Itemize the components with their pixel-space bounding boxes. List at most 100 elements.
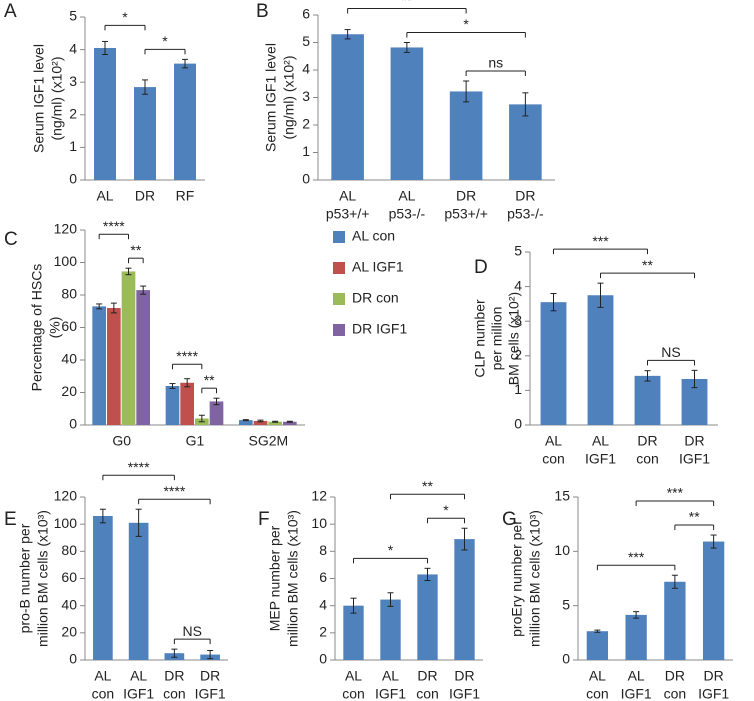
- bar: [634, 375, 661, 425]
- panel-letter: B: [256, 1, 269, 22]
- y-tick-label: 3: [514, 312, 522, 328]
- significance-label: ns: [488, 55, 503, 71]
- y-axis-label: CLP number: [472, 299, 488, 378]
- x-tick-label: AL: [398, 188, 415, 204]
- legend-label: AL con: [352, 228, 395, 244]
- significance-label: **: [642, 257, 653, 273]
- panel-letter: G: [502, 509, 517, 530]
- bar: [268, 421, 282, 425]
- x-tick-label: DR: [637, 433, 657, 449]
- bar: [107, 308, 121, 425]
- x-tick-label: DR: [454, 668, 474, 684]
- y-tick-label: 2: [69, 106, 77, 122]
- x-tick-label: con: [416, 686, 439, 701]
- y-tick-label: 10: [311, 515, 327, 531]
- x-tick-label: AL: [345, 668, 362, 684]
- significance-label: ****: [128, 459, 150, 475]
- x-tick-label: AL: [545, 433, 562, 449]
- x-tick-label: con: [342, 686, 365, 701]
- y-tick-label: 100: [54, 253, 78, 269]
- x-tick-label: IGF1: [679, 451, 710, 467]
- bar: [239, 420, 253, 425]
- y-tick-label: 4: [69, 40, 77, 56]
- y-tick-label: 20: [61, 624, 77, 640]
- legend-label: DR con: [352, 290, 399, 306]
- significance-label: *: [122, 9, 128, 25]
- y-tick-label: 12: [311, 488, 327, 504]
- x-tick-label: DR: [164, 668, 184, 684]
- bar: [586, 631, 609, 660]
- x-tick-label: p53+/+: [326, 206, 370, 222]
- y-tick-label: 0: [514, 416, 522, 432]
- bar: [209, 401, 224, 425]
- y-tick-label: 0: [562, 651, 570, 667]
- y-tick-label: 3: [302, 88, 310, 104]
- x-tick-label: con: [542, 451, 565, 467]
- y-tick-label: 40: [61, 351, 77, 367]
- bar: [390, 47, 424, 181]
- y-axis-label: (%): [47, 317, 63, 339]
- panel-letter: F: [258, 509, 270, 530]
- legend-swatch: [333, 262, 345, 274]
- x-tick-label: AL: [382, 668, 399, 684]
- x-tick-label: IGF1: [195, 686, 226, 701]
- y-tick-label: 80: [61, 286, 77, 302]
- bar: [94, 47, 116, 180]
- bar: [93, 516, 113, 660]
- y-tick-label: 1: [514, 381, 522, 397]
- significance-label: *: [162, 33, 168, 49]
- y-tick-label: 40: [61, 596, 77, 612]
- significance-label: ****: [176, 348, 198, 364]
- x-tick-label: IGF1: [449, 686, 480, 701]
- x-tick-label: con: [664, 686, 687, 701]
- bar: [165, 386, 180, 425]
- y-tick-label: 0: [302, 171, 310, 187]
- panel-letter: D: [474, 257, 488, 278]
- y-axis-label: (ng/ml) (x10²): [49, 56, 65, 140]
- x-tick-label: DR: [135, 188, 155, 204]
- bar: [449, 91, 483, 180]
- significance-label: **: [689, 509, 700, 525]
- y-tick-label: 6: [302, 6, 310, 22]
- y-tick-label: 1: [302, 143, 310, 159]
- y-tick-label: 80: [61, 542, 77, 558]
- significance-label: ***: [667, 485, 684, 501]
- significance-label: **: [130, 242, 141, 258]
- x-tick-label: p53+/+: [444, 206, 488, 222]
- y-tick-label: 4: [514, 277, 522, 293]
- x-tick-label: DR: [456, 188, 476, 204]
- x-tick-label: G1: [186, 433, 205, 449]
- y-axis-label: proEry number per: [509, 520, 525, 637]
- bar: [702, 541, 725, 660]
- y-axis-label: pro-B number per: [17, 523, 33, 633]
- bar: [174, 63, 196, 181]
- x-tick-label: G0: [112, 433, 131, 449]
- legend-swatch: [333, 231, 345, 243]
- bar: [343, 605, 364, 660]
- x-tick-label: IGF1: [698, 686, 729, 701]
- y-tick-label: 0: [69, 651, 77, 667]
- bar: [625, 614, 647, 660]
- x-tick-label: AL: [130, 668, 147, 684]
- panel-letter: C: [4, 229, 18, 250]
- bar: [92, 306, 106, 425]
- bar: [134, 87, 156, 180]
- y-axis-label: BM cells (x10²): [506, 292, 522, 385]
- significance-label: ****: [163, 483, 185, 499]
- y-tick-label: 120: [54, 221, 78, 237]
- y-tick-label: 2: [319, 624, 327, 640]
- y-tick-label: 10: [554, 542, 570, 558]
- significance-label: **: [401, 0, 412, 8]
- x-tick-label: con: [92, 686, 115, 701]
- x-tick-label: p53-/-: [507, 206, 544, 222]
- y-axis-label: million BM cells (x10³): [527, 510, 543, 647]
- x-tick-label: DR: [515, 188, 535, 204]
- bar: [136, 290, 150, 425]
- bar: [509, 104, 542, 180]
- x-tick-label: AL: [628, 668, 645, 684]
- x-tick-label: DR: [200, 668, 220, 684]
- x-tick-label: AL: [589, 668, 606, 684]
- x-tick-label: DR: [704, 668, 724, 684]
- bar: [587, 295, 614, 425]
- y-tick-label: 0: [69, 416, 77, 432]
